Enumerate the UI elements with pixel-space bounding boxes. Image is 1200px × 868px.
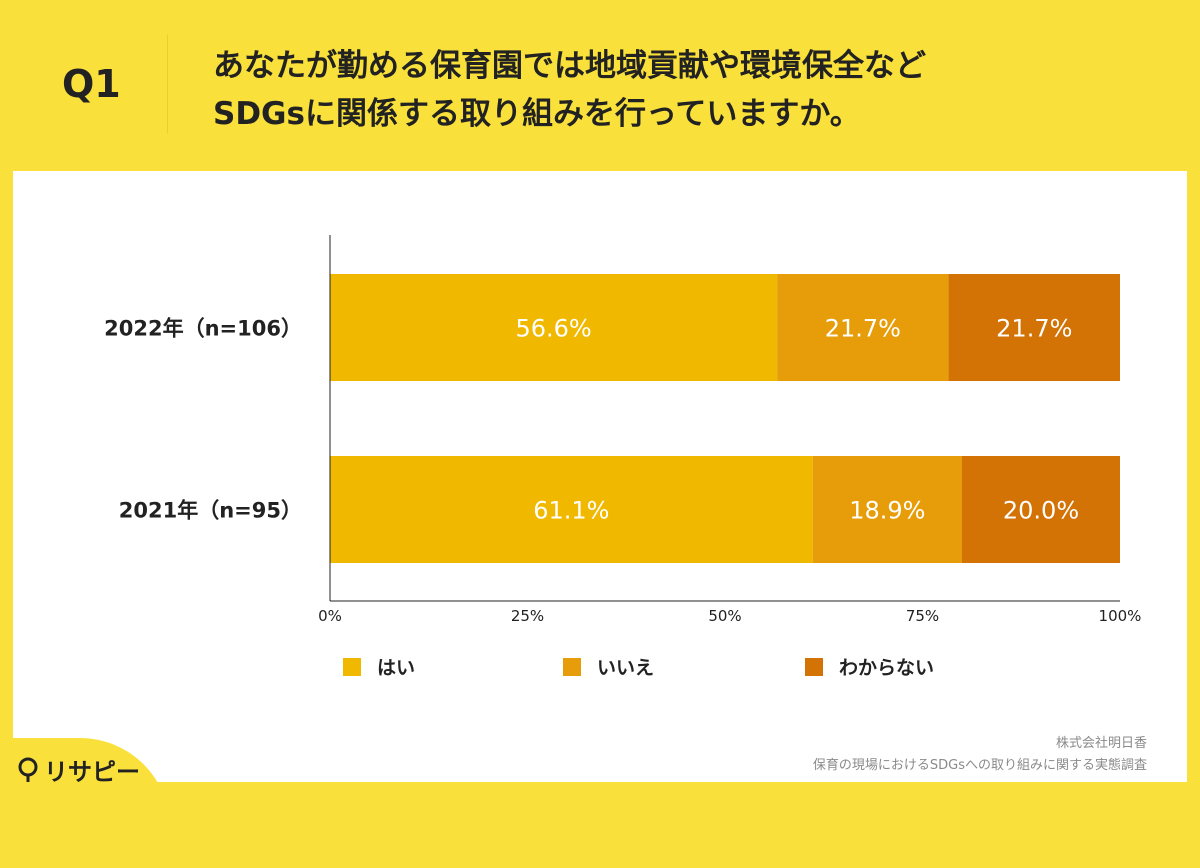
- bar-label-no-0: 21.7%: [825, 315, 901, 343]
- legend-item-yes: はい: [343, 653, 415, 680]
- bar-label-unknown-0: 21.7%: [996, 315, 1072, 343]
- bar-label-no-1: 18.9%: [849, 497, 925, 525]
- legend-swatch-yes: [343, 657, 361, 676]
- legend-label-unknown: わからない: [839, 657, 935, 679]
- stacked-bar-chart: 56.6% 21.7% 21.7% 2022年（n=106） 61.1% 18.9% 20.…: [104, 235, 1142, 625]
- bar-unknown-1: [962, 456, 1120, 563]
- x-tick-label-4: 100%: [1099, 607, 1142, 625]
- x-tick-label-3: 75%: [906, 607, 939, 625]
- bar-label-yes-1: 61.1%: [533, 497, 609, 525]
- bar-label-unknown-1: 20.0%: [1003, 497, 1079, 525]
- legend-swatch-no: [563, 657, 581, 676]
- chart-panel: 56.6% 21.7% 21.7% 2022年（n=106） 61.1% 18.9% 20.…: [13, 171, 1187, 782]
- bar-yes-0: [330, 274, 778, 381]
- logo-text: リサピー: [44, 758, 140, 786]
- category-label-1: 2021年（n=95）: [119, 499, 302, 523]
- legend-item-no: いいえ: [563, 653, 654, 680]
- question-number: Q1: [62, 62, 121, 106]
- x-tick-label-0: 0%: [318, 607, 342, 625]
- pin-icon: [18, 757, 38, 782]
- source-company: 株式会社明日香: [1055, 736, 1147, 751]
- header-divider: [167, 35, 168, 133]
- bar-unknown-0: [948, 274, 1120, 381]
- legend-item-unknown: わからない: [805, 653, 934, 680]
- question-line-2: SDGsに関係する取り組みを行っていますか。: [213, 96, 861, 132]
- legend-label-no: いいえ: [597, 657, 655, 679]
- source-survey: 保育の現場におけるSDGsへの取り組みに関する実態調査: [812, 758, 1147, 773]
- question-title: あなたが勤める保育園では地域貢献や環境保全など SDGsに関係する取り組みを行っ…: [213, 42, 1173, 138]
- legend-label-yes: はい: [377, 657, 416, 679]
- category-label-0: 2022年（n=106）: [104, 317, 302, 341]
- question-line-1: あなたが勤める保育園では地域貢献や環境保全など: [213, 48, 926, 84]
- x-tick-label-2: 50%: [708, 607, 741, 625]
- bar-no-0: [777, 274, 949, 381]
- bar-no-1: [812, 456, 962, 563]
- bar-yes-1: [330, 456, 813, 563]
- x-tick-label-1: 25%: [511, 607, 544, 625]
- legend-swatch-unknown: [805, 657, 823, 676]
- logo: リサピー: [18, 752, 140, 787]
- bar-label-yes-0: 56.6%: [515, 315, 591, 343]
